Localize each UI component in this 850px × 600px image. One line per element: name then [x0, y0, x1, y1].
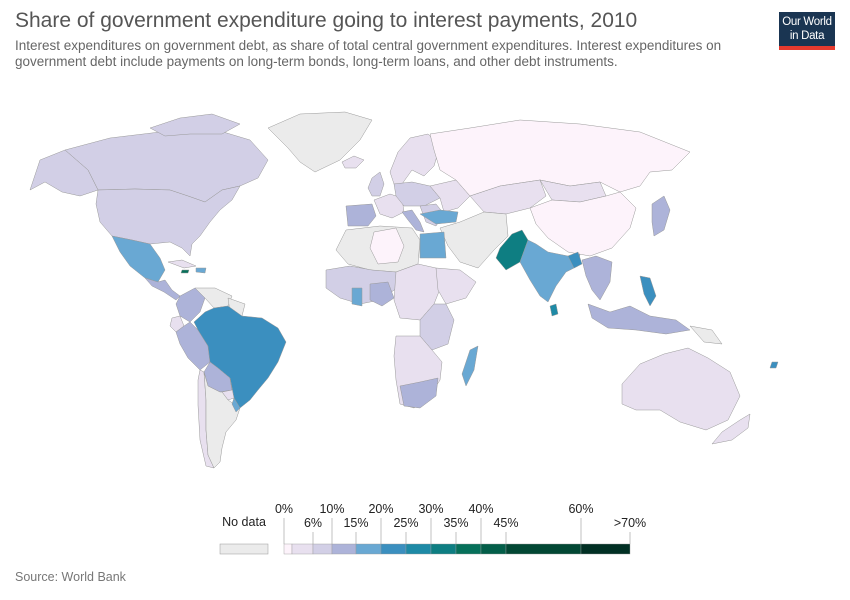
country-south-africa[interactable] — [399, 377, 439, 409]
country-ghana[interactable] — [351, 287, 363, 307]
country-madagascar[interactable] — [461, 345, 479, 387]
legend-bin-0[interactable] — [283, 543, 293, 555]
country-sri-lanka[interactable] — [549, 303, 559, 317]
country-dominican-republic[interactable] — [195, 267, 207, 274]
logo-line-1: Our World — [782, 16, 832, 28]
country-papua-new-guinea[interactable] — [689, 325, 723, 345]
legend-bin-8[interactable] — [455, 543, 482, 555]
legend-tick-upper-3: 30% — [418, 502, 443, 516]
legend-bin-1[interactable] — [291, 543, 314, 555]
legend-tick-lower-5: >70% — [614, 516, 646, 530]
legend-tick-lower-2: 25% — [393, 516, 418, 530]
legend-tick-lower-0: 6% — [304, 516, 322, 530]
country-australia[interactable] — [621, 347, 741, 431]
source-note: Source: World Bank — [15, 570, 126, 584]
legend-color-bins — [283, 543, 631, 555]
country-italy[interactable] — [401, 209, 425, 233]
logo-accent-bar — [779, 46, 835, 50]
country-indonesia[interactable] — [587, 303, 691, 335]
country-philippines[interactable] — [639, 275, 657, 307]
legend-bin-3[interactable] — [331, 543, 357, 555]
legend-bin-2[interactable] — [312, 543, 333, 555]
country-egypt[interactable] — [419, 231, 447, 259]
country-new-zealand[interactable] — [711, 413, 751, 445]
country-central-europe[interactable] — [393, 181, 441, 207]
country-cuba[interactable] — [167, 259, 197, 269]
chart-title: Share of government expenditure going to… — [15, 9, 638, 32]
legend-bin-7[interactable] — [430, 543, 457, 555]
country-algeria[interactable] — [369, 227, 405, 265]
country-iceland[interactable] — [341, 155, 365, 169]
legend-no-data-swatch — [219, 543, 269, 555]
country-jamaica[interactable] — [180, 269, 190, 274]
legend-bin-11[interactable] — [580, 543, 631, 555]
legend-tick-upper-0: 0% — [275, 502, 293, 516]
country-united-kingdom[interactable] — [367, 171, 385, 197]
country-central-america[interactable] — [144, 277, 181, 301]
country-iberia[interactable] — [345, 203, 377, 227]
country-middle-east[interactable] — [439, 211, 509, 269]
legend-bin-9[interactable] — [480, 543, 507, 555]
chart-subtitle: Interest expenditures on government debt… — [15, 38, 722, 69]
country-bangladesh[interactable] — [567, 251, 583, 269]
legend-tick-upper-4: 40% — [468, 502, 493, 516]
country-greenland[interactable] — [267, 111, 373, 173]
legend-tick-lower-3: 35% — [443, 516, 468, 530]
map-legend: No data 0% 10% 20% 30% 40% 60% 6% 15% 25% 35% 45% >… — [219, 502, 646, 555]
countries-layer — [29, 111, 779, 469]
legend-tick-labels: 0% 10% 20% 30% 40% 60% 6% 15% 25% 35% 45% >70% — [275, 502, 646, 544]
legend-no-data-label: No data — [222, 515, 266, 529]
owid-logo[interactable]: Our World in Data — [779, 12, 835, 50]
legend-tick-lower-4: 45% — [493, 516, 518, 530]
logo-line-2: in Data — [789, 30, 825, 42]
legend-bin-10[interactable] — [505, 543, 582, 555]
legend-tick-upper-5: 60% — [568, 502, 593, 516]
legend-tick-upper-1: 10% — [319, 502, 344, 516]
country-canada-islands[interactable] — [149, 113, 241, 137]
legend-bin-5[interactable] — [380, 543, 407, 555]
country-fiji[interactable] — [769, 361, 779, 369]
country-japan[interactable] — [651, 195, 671, 237]
country-turkey[interactable] — [419, 209, 459, 225]
legend-bin-4[interactable] — [355, 543, 382, 555]
country-china[interactable] — [529, 191, 637, 257]
legend-tick-lower-1: 15% — [343, 516, 368, 530]
country-alaska[interactable] — [29, 149, 99, 197]
legend-bin-6[interactable] — [405, 543, 432, 555]
country-southeast-asia[interactable] — [581, 255, 613, 301]
country-uruguay[interactable] — [231, 397, 241, 413]
country-nigeria[interactable] — [369, 281, 395, 307]
country-brazil[interactable] — [193, 305, 287, 409]
country-horn-of-africa[interactable] — [435, 267, 477, 305]
country-mexico[interactable] — [111, 235, 166, 283]
legend-tick-upper-2: 20% — [368, 502, 393, 516]
country-argentina[interactable] — [203, 371, 241, 469]
